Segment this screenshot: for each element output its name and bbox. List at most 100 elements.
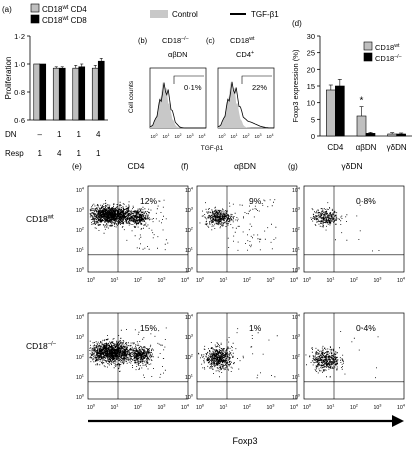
panel-c-title: CD18wt [230,36,255,45]
column-title: αβDN [234,161,256,171]
x-tick-label: 103 [158,276,166,284]
x-tick-label: 103 [158,403,166,411]
x-tick-label: 104 [397,403,406,411]
bar [97,60,105,121]
resp-value: 1 [77,149,82,158]
panel-f-label: (f) [181,162,189,171]
plot-frame [303,185,405,273]
dn-value: – [38,130,43,139]
control-histogram [218,81,274,128]
event-dots [89,199,169,251]
bar [39,63,47,121]
foxp3-axis-label: Foxp3 [232,436,257,446]
dn-row-label: DN [5,130,17,139]
y-tick-label: 25 [307,49,315,58]
y-tick-label: 100 [292,266,301,274]
gate-percentage: 15% [140,323,157,333]
y-tick-label: 104 [185,313,194,321]
gate-percentage: 12% [140,196,157,206]
bar [78,66,86,121]
x-tick-label: 102 [134,276,142,284]
x-tick-label: 104 [290,276,299,284]
panel-e-label: (e) [72,162,82,171]
y-tick-label: 0·8 [14,88,25,97]
y-tick-label: 5 [311,115,315,124]
x-tick-label: 103 [255,133,262,139]
y-tick-label: 103 [185,333,193,341]
x-tick-label: 100 [87,276,96,284]
x-tick-label: 100 [303,403,312,411]
x-tick-label: 101 [327,403,335,411]
y-tick-label: 103 [292,333,300,341]
foxp3-arrow-head [392,415,404,427]
legend-swatch [363,41,373,51]
y-tick-label: 1·2 [14,32,25,41]
y-tick-label: 0 [311,132,315,141]
x-tick-label: 102 [243,133,250,139]
panel-b-subtitle: αβDN [168,50,187,59]
panel-c-label: (c) [206,36,215,45]
panel-a: (a) CD18wt CD4 CD18wt CD8 1·2 1·0 0·8 0·6 Proli… [2,3,108,158]
legend-label: CD18wt CD8 [42,16,87,25]
control-swatch [150,10,168,18]
plot-frame [196,312,298,400]
event-dots [305,327,379,379]
resp-value: 4 [57,149,62,158]
x-tick-label: 102 [243,276,251,284]
x-tick-label: 104 [290,403,299,411]
x-tick-label: 101 [231,133,238,139]
panel-c-percentage: 22% [252,83,267,92]
column-title: γδDN [341,161,362,171]
x-tick-label: 101 [220,403,228,411]
y-tick-label: 102 [292,353,300,361]
plot-frame [87,185,189,273]
x-tick-label: 104 [199,133,206,139]
x-tick-label: 102 [175,133,182,139]
dn-value: 4 [96,130,101,139]
panel-d-label: (d) [292,19,302,28]
legend-label: CD18wt [375,43,400,52]
x-tick-label: 103 [374,276,382,284]
y-tick-label: 104 [292,186,301,194]
y-tick-label: 1·0 [14,60,25,69]
bar [91,67,99,121]
x-tick-label: 100 [87,403,96,411]
bar [72,67,80,121]
y-tick-label: 102 [76,226,84,234]
panel-b-label: (b) [138,36,148,45]
y-tick-label: 103 [76,206,84,214]
x-category-label: CD4 [327,143,344,152]
event-dots [198,328,278,379]
x-tick-label: 101 [220,276,228,284]
legend-tgf: TGF-β1 [251,10,279,19]
gate-percentage: 0·8% [356,196,376,206]
significance-star: * [360,96,364,107]
x-tick-label: 104 [267,133,274,139]
x-tick-label: 104 [397,276,406,284]
legend-swatch [30,3,40,13]
row-label: CD18–/– [26,341,57,351]
y-tick-label: 101 [185,246,193,254]
y-tick-label: 103 [76,333,84,341]
x-tick-label: 103 [267,276,275,284]
panel-c-subtitle: CD4+ [236,50,254,59]
panel-b-percentage: 0·1% [184,83,202,92]
panel-b-title: CD18–/– [162,36,189,45]
x-tick-label: 103 [374,403,382,411]
legend-control: Control [172,10,198,19]
legend-swatch [363,52,373,62]
plot-frame [87,312,189,400]
x-category-label: αβDN [356,143,377,152]
x-tick-label: 103 [267,403,275,411]
bar [387,133,397,137]
y-tick-label: 101 [76,246,84,254]
resp-value: 1 [96,149,101,158]
y-tick-label: 101 [292,373,300,381]
y-tick-label: 104 [185,186,194,194]
tgf-axis-label: TGF-β1 [201,145,224,152]
y-tick-label: 104 [76,313,85,321]
y-tick-label: 104 [292,313,301,321]
